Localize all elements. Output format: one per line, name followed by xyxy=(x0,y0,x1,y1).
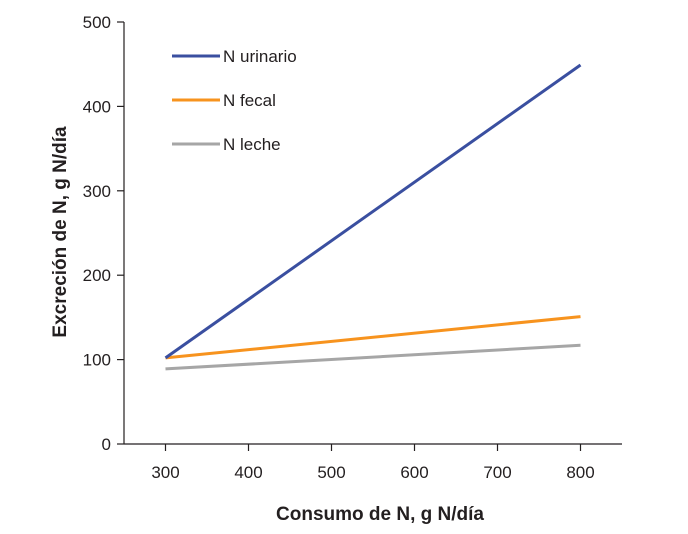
series-lines xyxy=(164,63,582,371)
series-line-n-leche xyxy=(165,343,581,371)
legend-label-n-urinario: N urinario xyxy=(223,47,297,66)
legend: N urinario N fecal N leche xyxy=(172,47,297,154)
y-tick-label: 400 xyxy=(83,97,111,116)
y-tick-label: 100 xyxy=(83,351,111,370)
legend-label-n-fecal: N fecal xyxy=(223,91,276,110)
x-tick-label: 300 xyxy=(151,463,179,482)
plot-area: 0 100 200 300 400 500 300 400 500 600 700 800 xyxy=(83,13,622,482)
x-tick-label: 400 xyxy=(234,463,262,482)
x-tick-label: 500 xyxy=(317,463,345,482)
x-tick-label: 600 xyxy=(400,463,428,482)
x-axis-title: Consumo de N, g N/día xyxy=(276,504,484,525)
y-tick-label: 0 xyxy=(102,435,111,454)
x-tick-label: 700 xyxy=(483,463,511,482)
y-axis-title: Excreción de N, g N/día xyxy=(50,126,71,338)
y-tick-label: 500 xyxy=(83,13,111,32)
series-line-n-urinario xyxy=(164,63,582,360)
y-ticks: 0 100 200 300 400 500 xyxy=(83,13,124,454)
y-tick-label: 200 xyxy=(83,266,111,285)
y-tick-label: 300 xyxy=(83,182,111,201)
x-ticks: 300 400 500 600 700 800 xyxy=(151,444,595,482)
legend-label-n-leche: N leche xyxy=(223,135,281,154)
x-tick-label: 800 xyxy=(566,463,594,482)
series-line-n-fecal xyxy=(165,315,581,360)
